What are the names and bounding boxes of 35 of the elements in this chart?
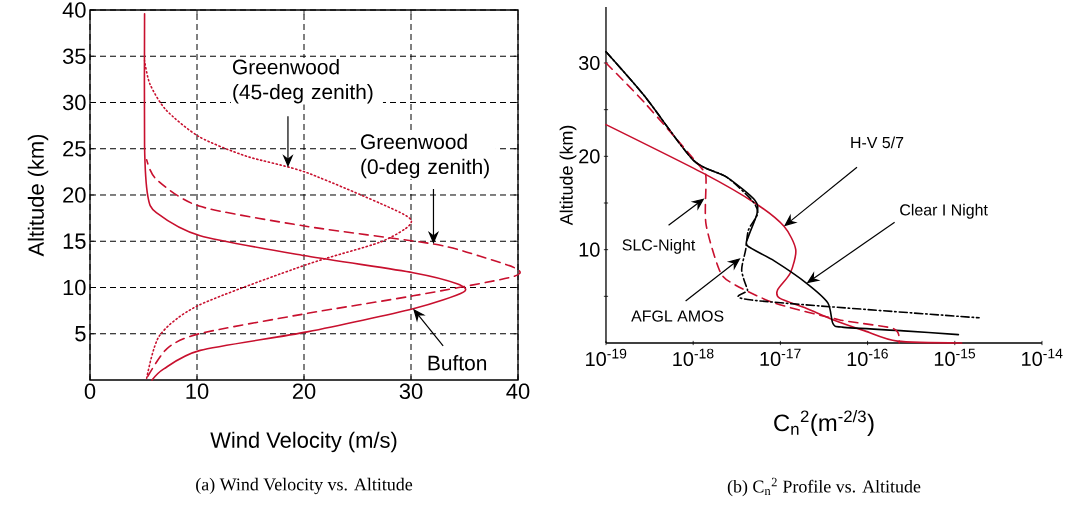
y-tick-label: 40	[62, 2, 86, 18]
x-tick-label: 30	[399, 383, 423, 400]
annotation: Bufton	[428, 355, 487, 371]
annotation: AFGL AMOS	[631, 310, 724, 322]
y-tick-label: 10	[579, 242, 600, 257]
y-tick-label: 30	[62, 94, 86, 111]
y-tick-label: 25	[63, 140, 86, 157]
annotation: H-V 5/7	[851, 136, 904, 149]
x-tick-label: 10$^{-17}$	[760, 348, 801, 366]
annotation: SLC-Night	[622, 238, 696, 254]
x-tick-label: 20	[292, 383, 316, 400]
annotation: Greenwood (45-deg zenith)	[233, 59, 373, 104]
y-axis-title: Altitude (km)	[559, 125, 577, 226]
x-tick-label: 10$^{-14}$	[1022, 348, 1063, 366]
x-tick-label: 10	[186, 383, 209, 400]
y-axis-title: Altitude (km)	[27, 134, 49, 257]
y-tick-label: 20	[579, 149, 600, 164]
annotation: Clear I Night	[900, 203, 988, 219]
x-axis-title: C$_{n}$$^{2}$(m$^{-2/3}$)	[774, 409, 874, 437]
annotation: Greenwood (0-deg zenith)	[361, 133, 489, 179]
text: (a) Wind Velocity vs. Altitude	[196, 477, 413, 495]
x-tick-label: 0	[84, 383, 96, 400]
y-tick-label: 30	[578, 55, 600, 71]
x-tick-label: 40	[506, 383, 530, 400]
x-tick-label: 10$^{-18}$	[673, 348, 714, 367]
text: (b) C$_{n}$$^{2}$ Profile vs. Altitude	[727, 477, 921, 497]
x-axis-title: Wind Velocity (m/s)	[210, 431, 397, 453]
x-tick-label: 10$^{-19}$	[586, 348, 627, 367]
y-tick-label: 5	[75, 326, 86, 342]
y-tick-label: 15	[63, 233, 86, 249]
y-tick-label: 10	[63, 279, 86, 296]
y-tick-label: 20	[63, 187, 86, 203]
x-tick-label: 10$^{-16}$	[847, 348, 888, 367]
y-tick-label: 35	[62, 48, 86, 65]
x-tick-label: 10$^{-15}$	[934, 348, 976, 366]
